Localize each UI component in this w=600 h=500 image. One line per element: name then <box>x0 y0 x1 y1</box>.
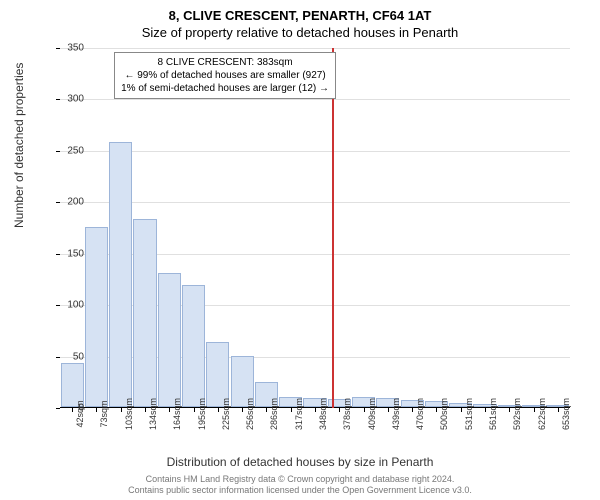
xtick-mark <box>315 408 316 412</box>
xtick-mark <box>96 408 97 412</box>
ytick-mark <box>56 202 60 203</box>
chart-title-address: 8, CLIVE CRESCENT, PENARTH, CF64 1AT <box>0 0 600 23</box>
chart-footer: Contains HM Land Registry data © Crown c… <box>0 474 600 496</box>
xtick-label: 225sqm <box>221 398 231 430</box>
xtick-mark <box>121 408 122 412</box>
xtick-label: 286sqm <box>269 398 279 430</box>
xtick-mark <box>145 408 146 412</box>
xtick-mark <box>194 408 195 412</box>
ytick-label: 200 <box>67 197 84 208</box>
ytick-mark <box>56 305 60 306</box>
ytick-label: 50 <box>73 351 84 362</box>
histogram-bar <box>182 285 205 407</box>
xtick-mark <box>291 408 292 412</box>
ytick-mark <box>56 151 60 152</box>
marker-line <box>332 48 334 408</box>
xtick-mark <box>339 408 340 412</box>
xtick-mark <box>72 408 73 412</box>
footer-line-1: Contains HM Land Registry data © Crown c… <box>0 474 600 485</box>
histogram-bar <box>133 219 156 407</box>
xtick-label: 470sqm <box>415 398 425 430</box>
xtick-label: 317sqm <box>294 398 304 430</box>
ytick-mark <box>56 48 60 49</box>
histogram-bar <box>85 227 108 407</box>
xtick-label: 378sqm <box>342 398 352 430</box>
xtick-label: 653sqm <box>561 398 571 430</box>
ytick-label: 100 <box>67 300 84 311</box>
xtick-mark <box>169 408 170 412</box>
xtick-mark <box>461 408 462 412</box>
histogram-bar <box>109 142 132 407</box>
footer-line-2: Contains public sector information licen… <box>0 485 600 496</box>
x-axis-label: Distribution of detached houses by size … <box>0 455 600 469</box>
chart-plot-area <box>60 48 570 408</box>
xtick-label: 622sqm <box>537 398 547 430</box>
xtick-mark <box>509 408 510 412</box>
xtick-mark <box>266 408 267 412</box>
xtick-label: 500sqm <box>439 398 449 430</box>
xtick-label: 409sqm <box>367 398 377 430</box>
xtick-label: 195sqm <box>197 398 207 430</box>
ytick-mark <box>56 99 60 100</box>
xtick-mark <box>364 408 365 412</box>
xtick-mark <box>218 408 219 412</box>
xtick-label: 134sqm <box>148 398 158 430</box>
info-box-line: 1% of semi-detached houses are larger (1… <box>121 82 329 95</box>
ytick-label: 250 <box>67 145 84 156</box>
ytick-label: 350 <box>67 43 84 54</box>
xtick-label: 561sqm <box>488 398 498 430</box>
chart-title-desc: Size of property relative to detached ho… <box>0 23 600 44</box>
info-box-line: 8 CLIVE CRESCENT: 383sqm <box>121 56 329 69</box>
xtick-mark <box>242 408 243 412</box>
histogram-bar <box>158 273 181 407</box>
info-box-line: ← 99% of detached houses are smaller (92… <box>121 69 329 82</box>
ytick-mark <box>56 254 60 255</box>
xtick-mark <box>485 408 486 412</box>
xtick-mark <box>436 408 437 412</box>
grid-line <box>60 151 570 152</box>
y-axis-label: Number of detached properties <box>12 63 26 228</box>
grid-line <box>60 202 570 203</box>
xtick-mark <box>558 408 559 412</box>
xtick-label: 531sqm <box>464 398 474 430</box>
grid-line <box>60 99 570 100</box>
xtick-mark <box>388 408 389 412</box>
xtick-label: 256sqm <box>245 398 255 430</box>
xtick-label: 348sqm <box>318 398 328 430</box>
xtick-label: 164sqm <box>172 398 182 430</box>
xtick-label: 103sqm <box>124 398 134 430</box>
xtick-label: 73sqm <box>99 400 109 427</box>
marker-info-box: 8 CLIVE CRESCENT: 383sqm← 99% of detache… <box>114 52 336 99</box>
xtick-label: 439sqm <box>391 398 401 430</box>
xtick-label: 592sqm <box>512 398 522 430</box>
ytick-label: 150 <box>67 248 84 259</box>
ytick-mark <box>56 408 60 409</box>
xtick-mark <box>534 408 535 412</box>
grid-line <box>60 48 570 49</box>
xtick-label: 42sqm <box>75 400 85 427</box>
ytick-mark <box>56 357 60 358</box>
ytick-label: 300 <box>67 94 84 105</box>
xtick-mark <box>412 408 413 412</box>
